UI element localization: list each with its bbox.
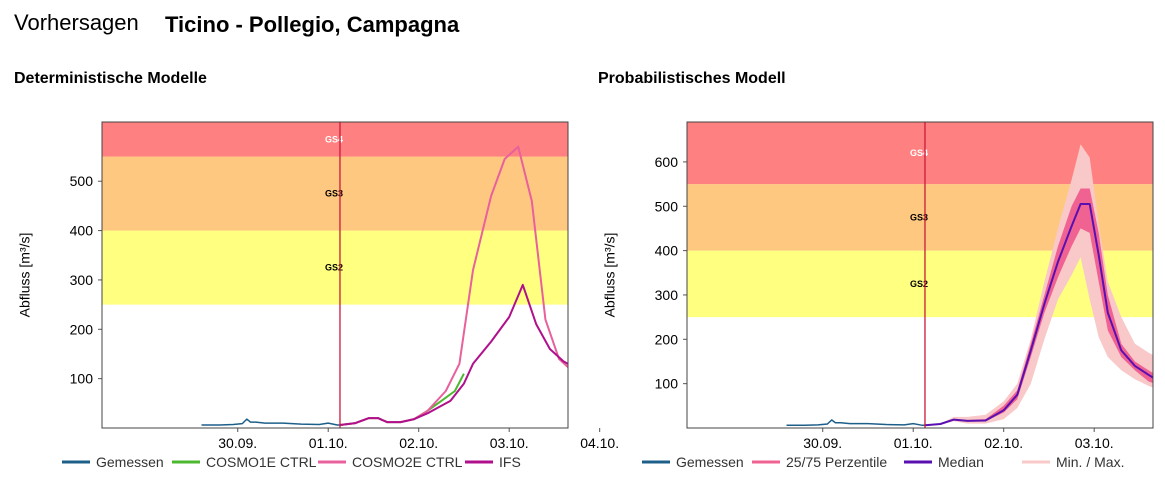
page-title-prefix: Vorhersagen (14, 10, 139, 35)
legend-label: COSMO1E CTRL (206, 454, 317, 470)
median-line (924, 203, 1153, 427)
chart-panel-0: GS2 GS3 GS4 100 200 300 400 500 30.09. 01.10. 02.1… (17, 121, 619, 470)
series-line-gemessen (201, 418, 340, 426)
plot-frame (101, 121, 569, 429)
x-tick-label: 03.10. (490, 435, 529, 451)
band-label-gs3: GS3 (325, 189, 343, 199)
measured-line (786, 419, 925, 427)
y-tick-label: 400 (655, 243, 679, 259)
band-label-gs3: GS3 (910, 212, 928, 222)
plot-area (201, 145, 568, 426)
legend-label: 25/75 Perzentile (786, 454, 887, 470)
legend-label: Min. / Max. (1056, 454, 1124, 470)
warning-band-gs3 (102, 156, 568, 231)
x-tick-label: 30.09. (218, 435, 257, 451)
band-label-gs2: GS2 (325, 263, 343, 273)
y-tick-label: 400 (70, 223, 94, 239)
y-tick-label: 200 (70, 321, 94, 337)
legend-label: Gemessen (676, 454, 744, 470)
x-tick-label: 02.10. (984, 435, 1023, 451)
y-tick-label: 100 (70, 371, 94, 387)
band-label-gs2: GS2 (910, 279, 928, 289)
chart-panel-1: GS2 GS3 GS4 100 200 300 400 500 600 30.09. 01.10. 0… (602, 121, 1154, 470)
y-tick-label: 300 (70, 272, 94, 288)
series-line-cosmo1e-ctrl (339, 373, 465, 426)
percentile-band (925, 188, 1153, 426)
panel-title-probabilistic: Probabilistisches Modell (598, 70, 786, 87)
x-tick-label: 01.10. (309, 435, 348, 451)
x-tick-label: 03.10. (1075, 435, 1114, 451)
x-tick-label: 01.10. (894, 435, 933, 451)
y-tick-label: 200 (655, 331, 679, 347)
legend-label: COSMO2E CTRL (352, 454, 463, 470)
x-tick-label: 30.09. (803, 435, 842, 451)
station-title: Ticino - Pollegio, Campagna (165, 12, 460, 37)
band-label-gs4: GS4 (910, 148, 928, 158)
y-tick-label: 500 (70, 173, 94, 189)
legend-label: Median (938, 454, 984, 470)
y-tick-label: 100 (655, 376, 679, 392)
y-axis-label: Abfluss [m³/s] (17, 233, 33, 318)
legend-label: Gemessen (96, 454, 164, 470)
series-line-ifs (339, 283, 568, 426)
x-tick-label: 02.10. (399, 435, 438, 451)
band-label-gs4: GS4 (325, 134, 343, 144)
y-tick-label: 500 (655, 198, 679, 214)
warning-band-gs4 (102, 122, 568, 157)
plot-frame (686, 121, 1154, 429)
x-tick-label: 04.10. (580, 435, 619, 451)
y-tick-label: 600 (655, 154, 679, 170)
plot-area (786, 144, 1153, 427)
minmax-band (925, 144, 1153, 426)
y-axis-label: Abfluss [m³/s] (602, 233, 618, 318)
warning-band-gs2 (102, 230, 568, 305)
y-tick-label: 300 (655, 287, 679, 303)
panel-title-deterministic: Deterministische Modelle (14, 70, 207, 87)
legend-label: IFS (499, 454, 521, 470)
